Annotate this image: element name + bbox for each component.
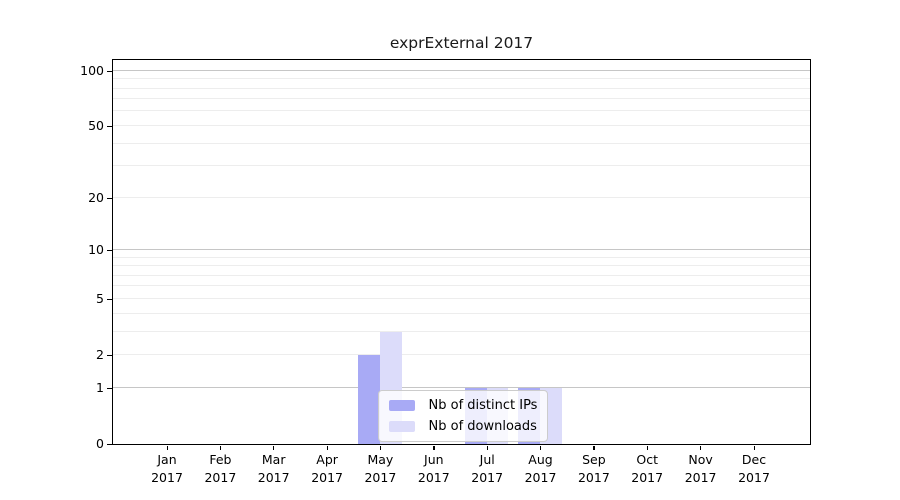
legend-label-distinct-ips: Nb of distinct IPs [428, 397, 538, 413]
x-tick-label-jan-2017: Jan 2017 [151, 452, 183, 485]
y-tick-mark-2 [107, 354, 112, 357]
minor-gridline-2 [112, 353, 810, 355]
minor-gridline-9 [112, 256, 810, 258]
major-gridline-1 [112, 386, 810, 388]
x-tick-mark-nov-2017 [700, 445, 702, 450]
x-tick-mark-apr-2017 [326, 445, 328, 450]
x-tick-label-oct-2017: Oct 2017 [631, 452, 664, 485]
y-tick-label-0: 0 [96, 436, 104, 451]
bar-nb-of-distinct-ips-may-2017 [358, 354, 380, 444]
chart-title: exprExternal 2017 [389, 34, 534, 52]
y-tick-label-20: 20 [88, 190, 104, 206]
x-tick-label-jun-2017: Jun 2017 [417, 452, 450, 485]
y-tick-mark-1 [107, 387, 112, 389]
legend-swatch-downloads [388, 420, 415, 432]
x-tick-label-feb-2017: Feb 2017 [204, 452, 237, 485]
y-tick-mark-5 [107, 298, 112, 301]
minor-gridline-60 [112, 110, 810, 112]
minor-gridline-5 [112, 297, 810, 299]
y-tick-label-5: 5 [96, 291, 104, 307]
legend-label-downloads: Nb of downloads [428, 418, 537, 434]
major-gridline-100 [112, 69, 810, 71]
x-tick-label-dec-2017: Dec 2017 [738, 452, 770, 485]
legend-swatch-distinct-ips [388, 399, 415, 411]
y-tick-label-2: 2 [96, 347, 104, 363]
legend-item-distinct-ips: Nb of distinct IPs [388, 397, 538, 413]
x-tick-mark-sep-2017 [593, 445, 595, 450]
y-tick-label-1: 1 [96, 380, 104, 395]
minor-gridline-3 [112, 330, 810, 332]
minor-gridline-4 [112, 312, 810, 314]
minor-gridline-40 [112, 142, 810, 144]
x-tick-mark-dec-2017 [753, 445, 755, 450]
minor-gridline-80 [112, 87, 810, 89]
legend: Nb of distinct IPs Nb of downloads [377, 389, 549, 442]
minor-gridline-8 [112, 265, 810, 266]
x-tick-mark-jun-2017 [433, 445, 435, 450]
x-tick-mark-oct-2017 [646, 445, 648, 450]
x-tick-mark-jan-2017 [166, 445, 168, 450]
x-tick-mark-aug-2017 [540, 445, 542, 450]
y-tick-label-10: 10 [88, 242, 104, 258]
minor-gridline-6 [112, 285, 810, 287]
x-tick-label-nov-2017: Nov 2017 [684, 452, 717, 485]
minor-gridline-20 [112, 196, 810, 198]
x-tick-mark-may-2017 [379, 445, 382, 450]
minor-gridline-7 [112, 274, 810, 276]
x-tick-label-jul-2017: Jul 2017 [471, 452, 504, 485]
x-tick-label-aug-2017: Aug 2017 [524, 452, 557, 485]
y-tick-mark-20 [107, 197, 112, 199]
y-tick-mark-10 [107, 249, 112, 252]
y-tick-label-100: 100 [80, 63, 104, 79]
x-tick-label-mar-2017: Mar 2017 [257, 452, 290, 485]
y-tick-mark-100 [107, 70, 112, 72]
minor-gridline-50 [112, 124, 810, 126]
y-tick-mark-50 [107, 125, 112, 128]
minor-gridline-30 [112, 165, 810, 167]
minor-gridline-70 [112, 98, 810, 100]
major-gridline-10 [112, 248, 810, 250]
x-tick-mark-feb-2017 [219, 445, 222, 450]
y-tick-mark-0 [107, 443, 112, 445]
x-tick-label-sep-2017: Sep 2017 [577, 452, 610, 485]
x-tick-label-may-2017: May 2017 [364, 452, 397, 485]
minor-gridline-90 [112, 78, 810, 80]
x-tick-label-apr-2017: Apr 2017 [311, 452, 343, 485]
legend-item-downloads: Nb of downloads [388, 418, 538, 434]
x-tick-mark-mar-2017 [273, 445, 275, 450]
x-tick-mark-jul-2017 [486, 445, 488, 450]
y-tick-label-50: 50 [88, 118, 104, 134]
plot-area: Nb of distinct IPs Nb of downloads [111, 58, 811, 445]
